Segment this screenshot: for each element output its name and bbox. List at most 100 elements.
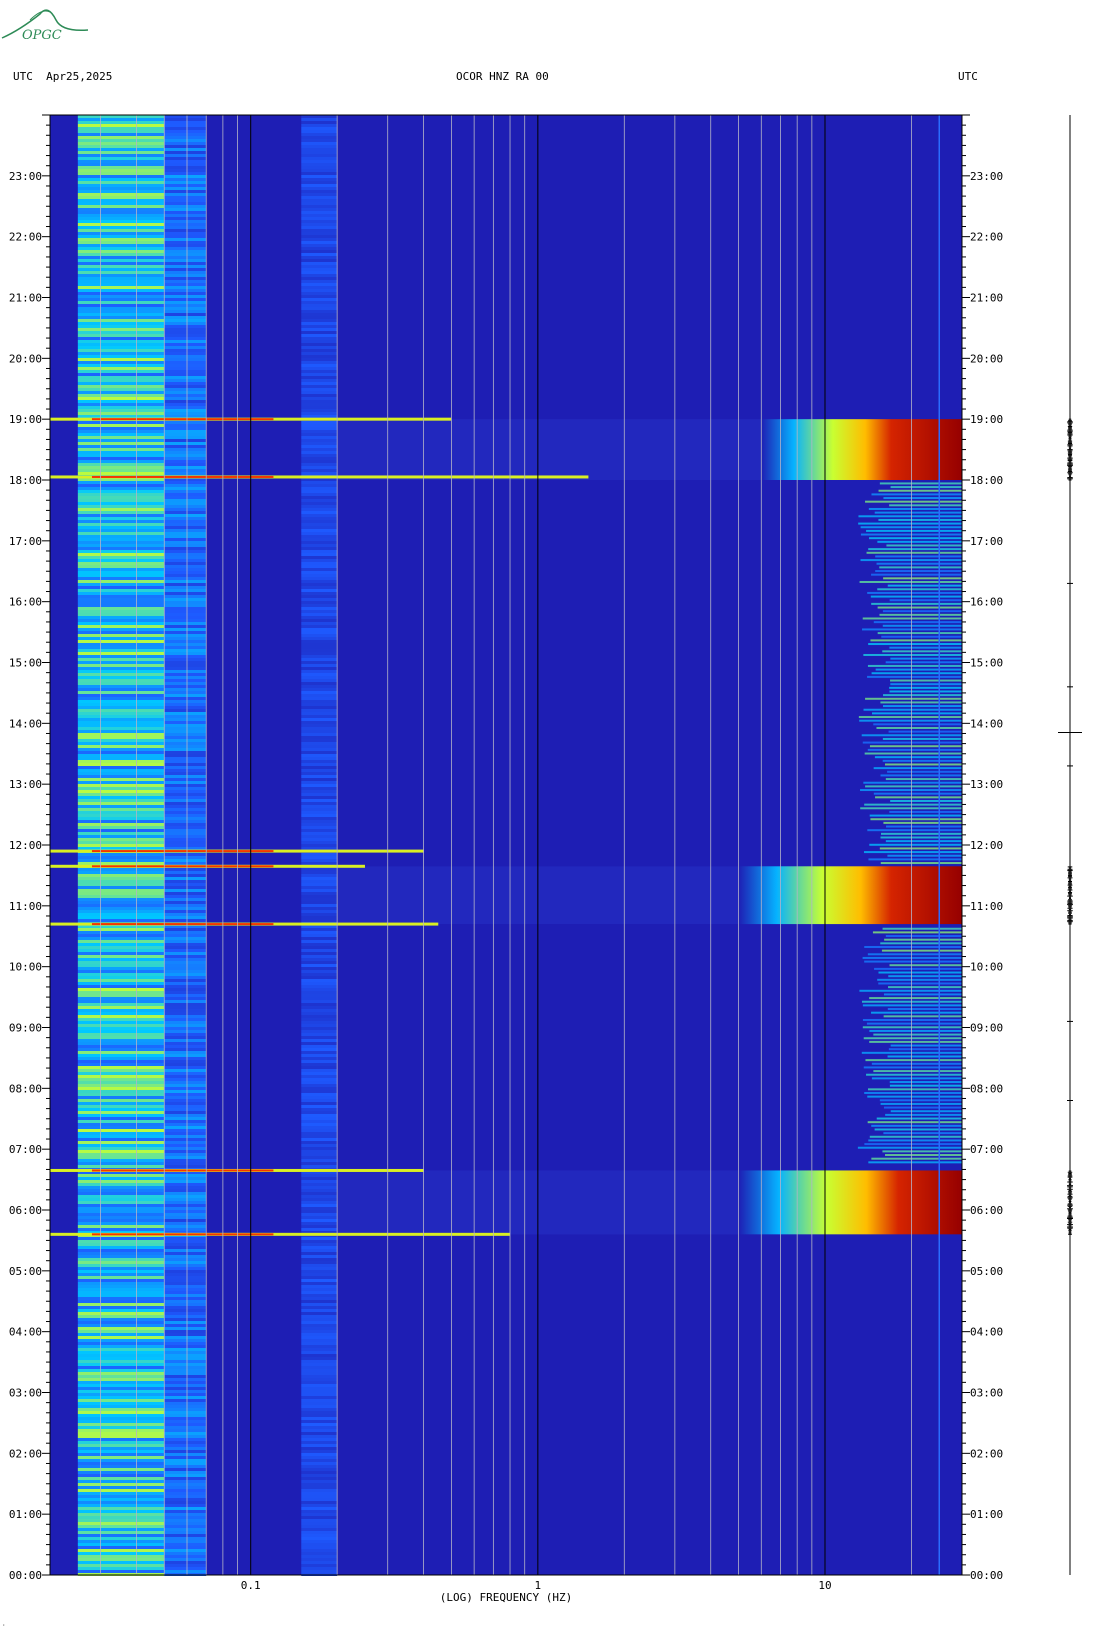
- noise-streak: [164, 505, 207, 508]
- noise-streak: [77, 1096, 165, 1099]
- noise-streak: [164, 943, 207, 946]
- speckle-line: [871, 1062, 962, 1065]
- noise-streak: [301, 274, 338, 277]
- noise-streak: [164, 1543, 207, 1546]
- y-tick-label-right: 03:00: [970, 1387, 1003, 1400]
- noise-streak: [77, 199, 165, 202]
- noise-streak: [77, 337, 165, 340]
- noise-streak: [301, 346, 338, 349]
- noise-streak: [164, 1093, 207, 1096]
- noise-streak: [164, 1291, 207, 1294]
- wideband-line-core: [91, 1233, 274, 1236]
- speckle-line: [889, 1084, 962, 1087]
- noise-streak: [301, 271, 338, 274]
- noise-streak: [77, 355, 165, 358]
- noise-streak: [77, 343, 165, 346]
- noise-streak: [77, 1414, 165, 1417]
- noise-streak: [77, 1450, 165, 1453]
- noise-streak: [164, 1141, 207, 1144]
- speckle-line: [890, 683, 962, 686]
- wideband-line-core: [91, 850, 274, 853]
- speckle-line: [862, 1026, 962, 1029]
- noise-streak: [77, 1495, 165, 1498]
- noise-streak: [164, 1369, 207, 1372]
- noise-streak: [164, 1327, 207, 1330]
- noise-streak: [164, 1456, 207, 1459]
- noise-streak: [164, 778, 207, 781]
- noise-streak: [301, 1105, 338, 1108]
- noise-streak: [77, 1273, 165, 1276]
- noise-streak: [164, 337, 207, 340]
- noise-streak: [164, 223, 207, 226]
- noise-streak: [77, 1216, 165, 1219]
- noise-streak: [164, 469, 207, 472]
- noise-streak: [301, 1456, 338, 1459]
- noise-streak: [301, 520, 338, 523]
- noise-streak: [164, 163, 207, 166]
- noise-streak: [77, 253, 165, 256]
- noise-streak: [164, 256, 207, 259]
- noise-streak: [164, 757, 207, 760]
- noise-streak: [77, 925, 165, 928]
- noise-streak: [301, 1465, 338, 1468]
- noise-streak: [301, 703, 338, 706]
- noise-streak: [164, 376, 207, 379]
- noise-streak: [77, 349, 165, 352]
- speckle-line: [867, 675, 962, 678]
- noise-streak: [301, 817, 338, 820]
- noise-streak: [77, 169, 165, 172]
- noise-streak: [164, 1171, 207, 1174]
- noise-streak: [77, 1225, 165, 1228]
- noise-streak: [77, 793, 165, 796]
- noise-streak: [77, 1024, 165, 1027]
- noise-streak: [164, 718, 207, 721]
- noise-streak: [301, 493, 338, 496]
- noise-streak: [77, 1504, 165, 1507]
- noise-streak: [77, 811, 165, 814]
- speckle-line: [867, 953, 962, 956]
- noise-streak: [301, 790, 338, 793]
- noise-streak: [77, 928, 165, 931]
- noise-streak: [164, 226, 207, 229]
- noise-streak: [301, 724, 338, 727]
- noise-streak: [301, 247, 338, 250]
- noise-streak: [77, 796, 165, 799]
- noise-streak: [164, 715, 207, 718]
- noise-streak: [301, 982, 338, 985]
- noise-streak: [164, 277, 207, 280]
- noise-streak: [301, 694, 338, 697]
- noise-streak: [164, 1210, 207, 1213]
- noise-streak: [164, 358, 207, 361]
- noise-streak: [164, 1444, 207, 1447]
- noise-streak: [301, 523, 338, 526]
- noise-streak: [77, 220, 165, 223]
- noise-streak: [164, 1531, 207, 1534]
- noise-streak: [301, 115, 338, 118]
- noise-streak: [77, 1036, 165, 1039]
- noise-streak: [301, 976, 338, 979]
- noise-streak: [77, 196, 165, 199]
- y-tick-label-left: 07:00: [9, 1143, 42, 1156]
- noise-streak: [164, 1510, 207, 1513]
- noise-streak: [301, 1417, 338, 1420]
- noise-streak: [301, 1033, 338, 1036]
- noise-streak: [77, 877, 165, 880]
- noise-streak: [164, 1357, 207, 1360]
- noise-streak: [77, 1195, 165, 1198]
- noise-streak: [301, 1108, 338, 1111]
- speckle-line: [889, 599, 962, 602]
- noise-streak: [164, 1114, 207, 1117]
- noise-streak: [164, 1393, 207, 1396]
- noise-streak: [164, 316, 207, 319]
- noise-streak: [301, 454, 338, 457]
- noise-streak: [164, 1438, 207, 1441]
- noise-streak: [77, 1183, 165, 1186]
- noise-streak: [77, 1276, 165, 1279]
- noise-streak: [164, 949, 207, 952]
- noise-streak: [301, 484, 338, 487]
- speckle-line: [879, 847, 962, 850]
- noise-streak: [301, 1192, 338, 1195]
- noise-streak: [301, 1243, 338, 1246]
- noise-streak: [164, 463, 207, 466]
- noise-streak: [301, 802, 338, 805]
